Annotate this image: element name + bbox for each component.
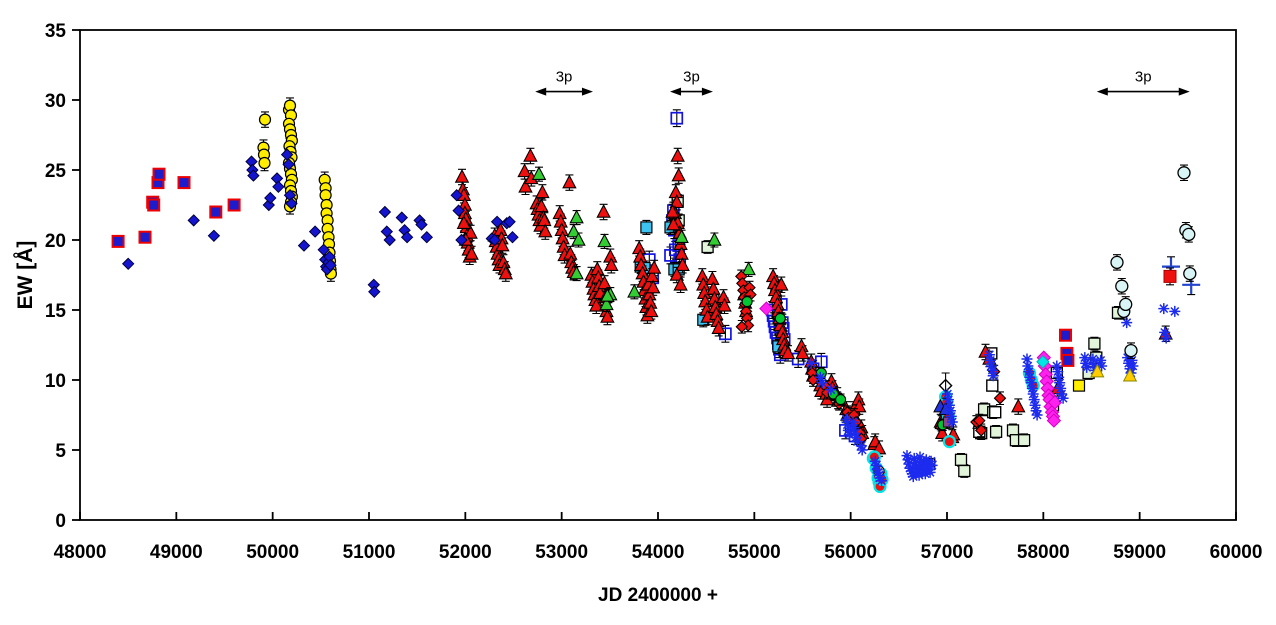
axis-ticks-and-labels: 0 5 10 15 20 25 30 35 48000 49000 50000 51000 52000 5… [45, 21, 1263, 563]
series-cyan-diamond [1036, 355, 1050, 369]
y-tick-label: 15 [45, 301, 67, 322]
period-span-label: 3p [556, 69, 573, 86]
series-pale-green-squares [671, 194, 1125, 478]
annotations-layer: 3p 3p 3p [535, 69, 1190, 96]
x-tick-label: 58000 [1017, 542, 1070, 563]
x-tick-label: 59000 [1113, 542, 1166, 563]
x-tick-label: 50000 [246, 542, 299, 563]
x-tick-label: 49000 [150, 542, 203, 563]
series-yellow-square [1072, 379, 1086, 392]
y-axis-title: EW [Å] [13, 241, 37, 310]
x-tick-label: 55000 [728, 542, 781, 563]
error-bars-pale-cyan-circles [1113, 164, 1194, 359]
period-span-label: 3p [683, 69, 700, 86]
x-tick-label: 51000 [343, 542, 396, 563]
x-tick-label: 54000 [632, 542, 685, 563]
series-blue-diamonds [121, 148, 519, 299]
y-tick-label: 30 [45, 91, 66, 112]
y-tick-label: 5 [55, 441, 66, 462]
series-green-triangles [531, 166, 756, 311]
period-span-annotation: 3p [535, 69, 593, 96]
series-green-circles [741, 296, 949, 431]
series-blue-asterisks [805, 303, 1181, 487]
x-tick-label: 53000 [535, 542, 588, 563]
x-tick-label: 60000 [1210, 542, 1263, 563]
series-pale-cyan-circles [1110, 166, 1197, 358]
series-red-triangles [454, 147, 1173, 455]
period-span-label: 3p [1135, 69, 1152, 86]
period-span-annotation: 3p [670, 69, 713, 96]
y-tick-label: 25 [45, 161, 67, 182]
y-tick-label: 0 [55, 511, 66, 532]
x-tick-label: 48000 [54, 542, 107, 563]
x-axis-title: JD 2400000 + [598, 585, 718, 606]
y-tick-label: 10 [45, 371, 66, 392]
error-bars-red-triangles [458, 147, 1170, 457]
period-span-annotation: 3p [1096, 69, 1190, 96]
error-bars-pale-green-squares [673, 193, 1122, 478]
x-tick-label: 56000 [824, 542, 877, 563]
data-points-layer [111, 97, 1201, 493]
x-tick-label: 52000 [439, 542, 492, 563]
series-blue-squares-red-border [111, 167, 1075, 367]
series-yellow-triangles [1090, 363, 1138, 382]
y-tick-label: 20 [45, 231, 66, 252]
y-tick-label: 35 [45, 21, 67, 42]
x-tick-label: 57000 [921, 542, 974, 563]
series-red-square [1163, 269, 1177, 283]
